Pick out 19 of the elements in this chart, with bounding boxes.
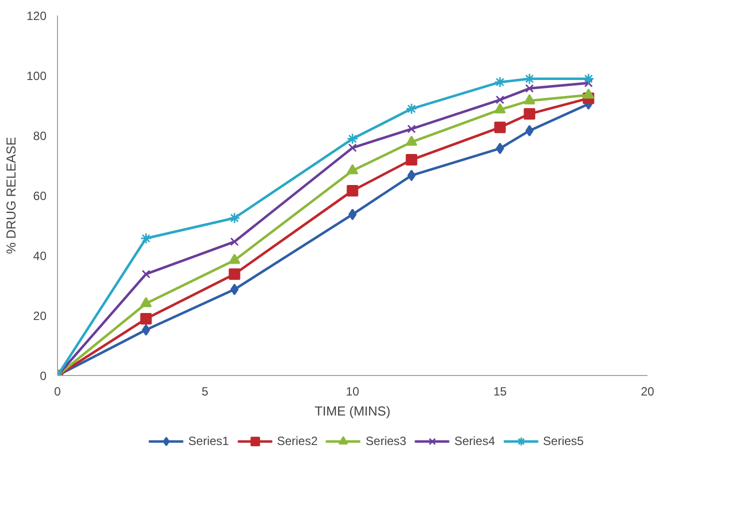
legend-label: Series2 xyxy=(276,434,318,448)
legend-label: Series5 xyxy=(543,434,584,448)
x-tick-label: 5 xyxy=(202,384,209,398)
y-tick-label: 120 xyxy=(26,9,47,23)
y-axis-title: % DRUG RELEASE xyxy=(3,136,18,254)
x-tick-label: 15 xyxy=(493,384,507,398)
x-tick-label: 10 xyxy=(346,384,360,398)
x-axis-title: TIME (MINS) xyxy=(314,404,390,418)
y-tick-label: 100 xyxy=(26,69,47,83)
legend-label: Series1 xyxy=(188,434,229,448)
y-tick-label: 80 xyxy=(33,129,47,143)
x-tick-label: 0 xyxy=(54,384,62,398)
y-tick-label: 60 xyxy=(33,189,47,203)
x-tick-label: 20 xyxy=(640,384,654,398)
y-tick-label: 20 xyxy=(33,309,47,323)
legend-label: Series4 xyxy=(454,434,496,448)
y-tick-label: 0 xyxy=(40,369,47,383)
y-tick-label: 40 xyxy=(33,249,47,263)
legend-label: Series3 xyxy=(366,434,406,448)
